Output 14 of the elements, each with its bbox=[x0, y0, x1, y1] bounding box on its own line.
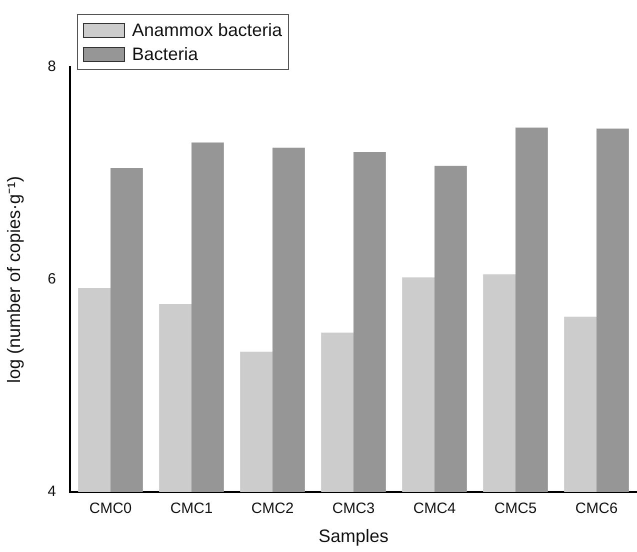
y-axis-title: log (number of copies·g⁻¹) bbox=[4, 176, 24, 384]
x-tick-label: CMC6 bbox=[575, 500, 618, 518]
x-tick-label: CMC5 bbox=[494, 500, 537, 518]
x-tick-label: CMC1 bbox=[170, 500, 213, 518]
x-tick-label: CMC2 bbox=[251, 500, 294, 518]
y-tick-label: 6 bbox=[48, 270, 56, 288]
y-tick-label: 8 bbox=[48, 58, 56, 76]
x-tick-label: CMC4 bbox=[413, 500, 456, 518]
legend-label: Anammox bacteria bbox=[132, 20, 282, 40]
x-axis-title: Samples bbox=[318, 526, 389, 546]
legend-label: Bacteria bbox=[132, 44, 198, 64]
x-tick-label: CMC0 bbox=[89, 500, 132, 518]
x-tick-label: CMC3 bbox=[332, 500, 375, 518]
y-tick-label: 4 bbox=[48, 483, 56, 500]
